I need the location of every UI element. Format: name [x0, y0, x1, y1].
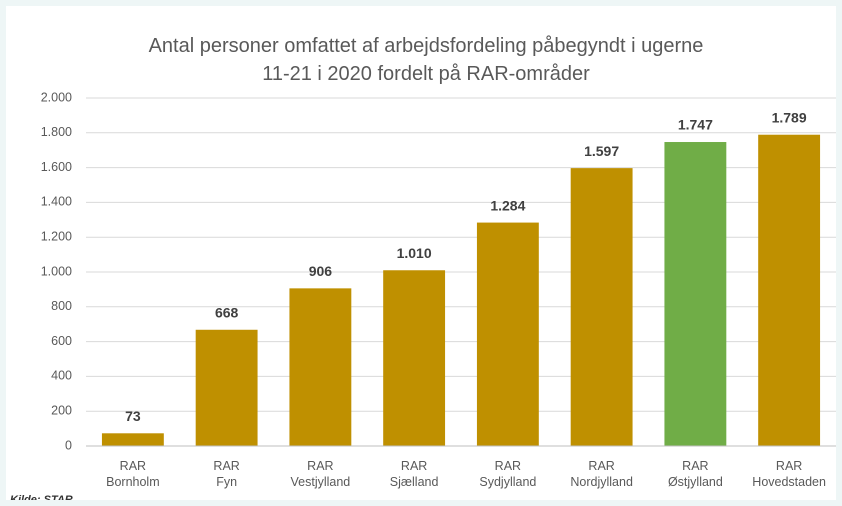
bar: [383, 270, 446, 446]
bar: [570, 168, 633, 446]
x-tick-label: RAR Sydjylland: [479, 459, 537, 489]
y-tick-label: 1.800: [41, 125, 72, 139]
x-tick-label: RAR Bornholm: [106, 459, 160, 489]
data-label: 668: [215, 304, 239, 320]
bar: [195, 329, 258, 446]
y-tick-label: 0: [65, 438, 72, 452]
x-tick-label: RAR Hovedstaden: [752, 459, 826, 489]
x-tick-label: RAR Fyn: [213, 459, 240, 489]
y-tick-label: 400: [51, 369, 72, 383]
y-tick-label: 2.000: [41, 90, 72, 104]
chart: 0 200 400 600 800 1.000 1.200 1.400 1.600 1.800 2.…: [41, 90, 836, 452]
y-tick-label: 1.000: [41, 264, 72, 278]
bar: [289, 288, 352, 446]
data-label: 73: [125, 408, 141, 424]
bar: [758, 134, 821, 447]
x-tick-label: RAR Vestjylland: [290, 459, 351, 489]
bar: [101, 433, 164, 446]
y-tick-label: 800: [51, 299, 72, 313]
data-label: 1.789: [772, 109, 807, 125]
source-note: Kilde: STAR: [10, 494, 73, 506]
y-tick-label: 600: [51, 334, 72, 348]
y-tick-label: 200: [51, 403, 72, 417]
data-label: 906: [309, 263, 333, 279]
x-tick-label: RAR Nordjylland: [570, 459, 633, 489]
bar: [664, 142, 727, 446]
x-tick-label: RAR Sjælland: [389, 459, 439, 489]
data-label: 1.747: [678, 117, 713, 133]
y-tick-label: 1.600: [41, 160, 72, 174]
y-tick-label: 1.400: [41, 195, 72, 209]
x-tick-label: RAR Østjylland: [667, 459, 723, 489]
data-label: 1.284: [490, 197, 525, 213]
data-label: 1.010: [397, 245, 432, 261]
y-tick-label: 1.200: [41, 229, 72, 243]
chart-title: Antal personer omfattet af arbejdsfordel…: [148, 35, 704, 85]
bar: [476, 222, 539, 446]
data-label: 1.597: [584, 143, 619, 159]
